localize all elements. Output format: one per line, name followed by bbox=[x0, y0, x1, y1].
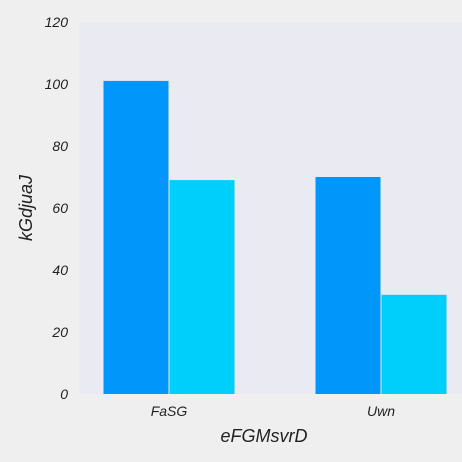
bar-uwn-2 bbox=[381, 294, 447, 394]
y-tick-label: 20 bbox=[51, 324, 68, 340]
x-tick-labels: FaSG Uwn bbox=[151, 403, 396, 419]
bar-fasg-1 bbox=[103, 80, 169, 395]
bar-uwn-1 bbox=[315, 177, 381, 394]
x-axis-title: eFGMsvrD bbox=[221, 426, 308, 446]
y-axis-title: kGdjuaJ bbox=[16, 174, 36, 241]
bar-fasg-2 bbox=[169, 180, 235, 394]
y-tick-label: 60 bbox=[52, 200, 68, 216]
bars-group bbox=[103, 80, 447, 395]
y-tick-label: 100 bbox=[45, 76, 69, 92]
y-tick-label: 0 bbox=[60, 386, 68, 402]
y-tick-label: 40 bbox=[52, 262, 68, 278]
y-tick-label: 80 bbox=[52, 138, 68, 154]
y-tick-labels: 0 20 40 60 80 100 120 bbox=[45, 14, 69, 402]
x-tick-label: FaSG bbox=[151, 403, 188, 419]
x-tick-label: Uwn bbox=[367, 403, 395, 419]
y-tick-label: 120 bbox=[45, 14, 69, 30]
